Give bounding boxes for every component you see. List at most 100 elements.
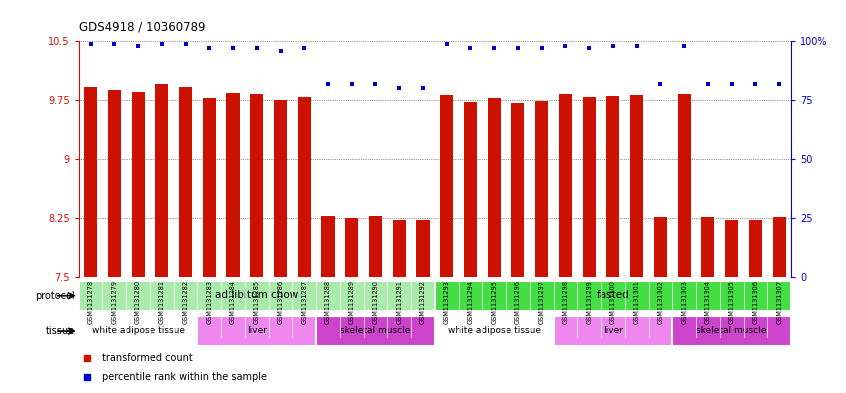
- Text: GSM1131302: GSM1131302: [657, 280, 663, 324]
- Bar: [583, 97, 596, 277]
- Point: [582, 45, 596, 51]
- Point: [464, 45, 477, 51]
- Point: [345, 81, 359, 87]
- Point: [749, 81, 762, 87]
- Bar: [553, 316, 673, 346]
- Point: [321, 81, 335, 87]
- Bar: [321, 216, 334, 277]
- Point: [84, 40, 97, 47]
- Text: GSM1131280: GSM1131280: [135, 280, 141, 324]
- Point: [202, 45, 216, 51]
- Text: GSM1131297: GSM1131297: [539, 280, 545, 324]
- Bar: [197, 316, 316, 346]
- Bar: [559, 94, 572, 277]
- Bar: [512, 103, 525, 277]
- Text: percentile rank within the sample: percentile rank within the sample: [102, 372, 266, 382]
- Text: GSM1131289: GSM1131289: [349, 280, 354, 324]
- Text: protocol: protocol: [35, 291, 74, 301]
- Text: GSM1131279: GSM1131279: [112, 280, 118, 324]
- Text: GSM1131278: GSM1131278: [87, 280, 94, 324]
- Text: white adipose tissue: white adipose tissue: [91, 326, 184, 335]
- Bar: [725, 220, 739, 277]
- Text: GSM1131285: GSM1131285: [254, 280, 260, 324]
- Text: GSM1131300: GSM1131300: [610, 280, 616, 324]
- Text: GSM1131299: GSM1131299: [586, 280, 592, 324]
- Point: [487, 45, 501, 51]
- Bar: [749, 220, 762, 277]
- Text: GSM1131303: GSM1131303: [681, 280, 687, 324]
- Point: [772, 81, 786, 87]
- Text: skeletal muscle: skeletal muscle: [696, 326, 766, 335]
- Point: [179, 40, 192, 47]
- Point: [701, 81, 715, 87]
- Point: [393, 85, 406, 92]
- Point: [226, 45, 239, 51]
- Point: [725, 81, 739, 87]
- Point: [131, 43, 145, 49]
- Text: white adipose tissue: white adipose tissue: [448, 326, 541, 335]
- Bar: [79, 281, 435, 311]
- Bar: [630, 95, 643, 277]
- Bar: [416, 220, 430, 277]
- Bar: [107, 90, 121, 277]
- Bar: [316, 316, 435, 346]
- Bar: [227, 93, 239, 277]
- Bar: [701, 217, 714, 277]
- Text: GSM1131281: GSM1131281: [159, 280, 165, 324]
- Text: GSM1131284: GSM1131284: [230, 280, 236, 324]
- Text: GDS4918 / 10360789: GDS4918 / 10360789: [79, 20, 206, 33]
- Point: [250, 45, 264, 51]
- Text: GSM1131304: GSM1131304: [705, 280, 711, 324]
- Text: transformed count: transformed count: [102, 353, 192, 364]
- Bar: [678, 94, 690, 277]
- Text: GSM1131291: GSM1131291: [396, 280, 402, 324]
- Bar: [464, 102, 477, 277]
- Point: [654, 81, 667, 87]
- Text: ad libitum chow: ad libitum chow: [215, 290, 299, 300]
- Bar: [435, 316, 553, 346]
- Bar: [435, 281, 791, 311]
- Text: GSM1131298: GSM1131298: [563, 280, 569, 324]
- Text: GSM1131294: GSM1131294: [468, 280, 474, 324]
- Text: skeletal muscle: skeletal muscle: [340, 326, 410, 335]
- Text: GSM1131287: GSM1131287: [301, 280, 307, 324]
- Bar: [179, 87, 192, 277]
- Bar: [673, 316, 791, 346]
- Point: [416, 85, 430, 92]
- Bar: [250, 94, 263, 277]
- Text: GSM1131283: GSM1131283: [206, 280, 212, 324]
- Bar: [79, 316, 197, 346]
- Point: [535, 45, 548, 51]
- Point: [107, 40, 121, 47]
- Text: GSM1131292: GSM1131292: [420, 280, 426, 324]
- Point: [558, 43, 572, 49]
- Text: GSM1131301: GSM1131301: [634, 280, 640, 324]
- Text: GSM1131293: GSM1131293: [443, 280, 450, 324]
- Point: [440, 40, 453, 47]
- Text: GSM1131282: GSM1131282: [183, 280, 189, 324]
- Text: GSM1131288: GSM1131288: [325, 280, 331, 324]
- Bar: [607, 96, 619, 277]
- Text: GSM1131305: GSM1131305: [728, 280, 734, 324]
- Bar: [654, 217, 667, 277]
- Bar: [203, 98, 216, 277]
- Bar: [131, 92, 145, 277]
- Point: [369, 81, 382, 87]
- Bar: [84, 87, 97, 277]
- Text: GSM1131286: GSM1131286: [277, 280, 283, 324]
- Text: GSM1131307: GSM1131307: [776, 280, 783, 324]
- Point: [274, 48, 288, 54]
- Bar: [536, 101, 548, 277]
- Point: [511, 45, 525, 51]
- Text: liver: liver: [247, 326, 266, 335]
- Text: tissue: tissue: [46, 326, 74, 336]
- Bar: [487, 98, 501, 277]
- Point: [155, 40, 168, 47]
- Text: fasted: fasted: [596, 290, 629, 300]
- Text: liver: liver: [603, 326, 623, 335]
- Point: [298, 45, 311, 51]
- Bar: [298, 97, 310, 277]
- Point: [606, 43, 619, 49]
- Text: GSM1131290: GSM1131290: [372, 280, 378, 324]
- Bar: [369, 216, 382, 277]
